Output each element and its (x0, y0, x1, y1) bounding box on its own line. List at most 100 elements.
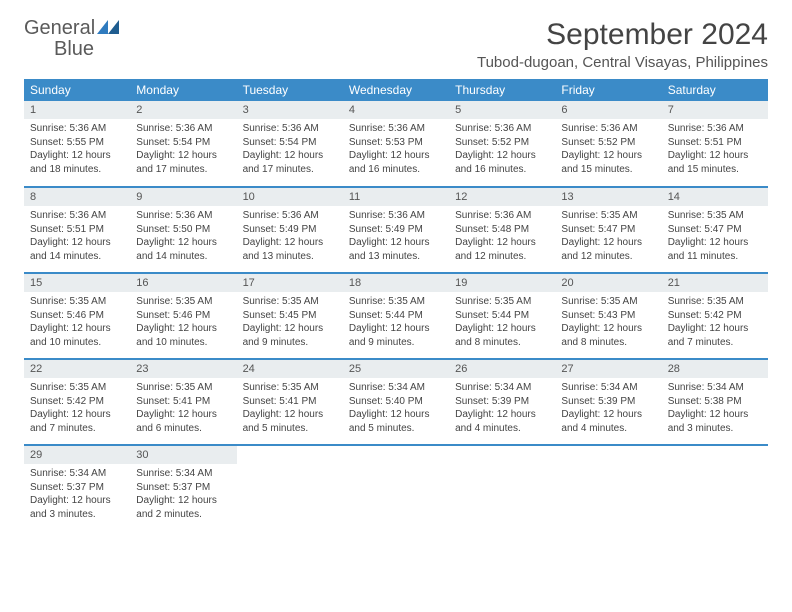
day-number: 13 (555, 188, 661, 206)
day-header: Saturday (662, 79, 768, 101)
day-number: 24 (237, 360, 343, 378)
sunrise-line: Sunrise: 5:35 AM (455, 295, 549, 309)
sunset-line: Sunset: 5:51 PM (668, 136, 762, 150)
day-body: Sunrise: 5:35 AMSunset: 5:46 PMDaylight:… (130, 292, 236, 355)
daylight-line: Daylight: 12 hours and 5 minutes. (349, 408, 443, 435)
calendar-cell: 20Sunrise: 5:35 AMSunset: 5:43 PMDayligh… (555, 273, 661, 359)
sunset-line: Sunset: 5:53 PM (349, 136, 443, 150)
day-header: Friday (555, 79, 661, 101)
day-body: Sunrise: 5:36 AMSunset: 5:52 PMDaylight:… (555, 119, 661, 182)
day-body: Sunrise: 5:35 AMSunset: 5:42 PMDaylight:… (24, 378, 130, 441)
sunset-line: Sunset: 5:49 PM (349, 223, 443, 237)
sunrise-line: Sunrise: 5:36 AM (136, 122, 230, 136)
day-body: Sunrise: 5:36 AMSunset: 5:53 PMDaylight:… (343, 119, 449, 182)
calendar-head: SundayMondayTuesdayWednesdayThursdayFrid… (24, 79, 768, 101)
daylight-line: Daylight: 12 hours and 18 minutes. (30, 149, 124, 176)
day-number: 7 (662, 101, 768, 119)
day-body: Sunrise: 5:36 AMSunset: 5:54 PMDaylight:… (237, 119, 343, 182)
sunrise-line: Sunrise: 5:34 AM (30, 467, 124, 481)
sunrise-line: Sunrise: 5:34 AM (668, 381, 762, 395)
sunset-line: Sunset: 5:37 PM (30, 481, 124, 495)
brand-logo: General Blue (24, 18, 119, 60)
day-body: Sunrise: 5:36 AMSunset: 5:55 PMDaylight:… (24, 119, 130, 182)
daylight-line: Daylight: 12 hours and 16 minutes. (455, 149, 549, 176)
calendar-cell: 22Sunrise: 5:35 AMSunset: 5:42 PMDayligh… (24, 359, 130, 445)
day-body: Sunrise: 5:35 AMSunset: 5:44 PMDaylight:… (449, 292, 555, 355)
day-number: 25 (343, 360, 449, 378)
sunset-line: Sunset: 5:42 PM (668, 309, 762, 323)
sunrise-line: Sunrise: 5:35 AM (136, 381, 230, 395)
day-body: Sunrise: 5:35 AMSunset: 5:42 PMDaylight:… (662, 292, 768, 355)
sunset-line: Sunset: 5:38 PM (668, 395, 762, 409)
calendar-cell (555, 445, 661, 531)
day-body: Sunrise: 5:34 AMSunset: 5:38 PMDaylight:… (662, 378, 768, 441)
calendar-cell: 1Sunrise: 5:36 AMSunset: 5:55 PMDaylight… (24, 101, 130, 187)
day-body: Sunrise: 5:36 AMSunset: 5:48 PMDaylight:… (449, 206, 555, 269)
daylight-line: Daylight: 12 hours and 10 minutes. (136, 322, 230, 349)
sunrise-line: Sunrise: 5:35 AM (668, 209, 762, 223)
title-block: September 2024 Tubod-dugoan, Central Vis… (477, 18, 768, 71)
daylight-line: Daylight: 12 hours and 17 minutes. (136, 149, 230, 176)
day-number: 10 (237, 188, 343, 206)
sunrise-line: Sunrise: 5:35 AM (668, 295, 762, 309)
day-body: Sunrise: 5:34 AMSunset: 5:39 PMDaylight:… (555, 378, 661, 441)
day-body: Sunrise: 5:35 AMSunset: 5:43 PMDaylight:… (555, 292, 661, 355)
day-number: 14 (662, 188, 768, 206)
sunset-line: Sunset: 5:39 PM (455, 395, 549, 409)
page-title: September 2024 (477, 18, 768, 52)
sunrise-line: Sunrise: 5:34 AM (136, 467, 230, 481)
calendar-cell: 26Sunrise: 5:34 AMSunset: 5:39 PMDayligh… (449, 359, 555, 445)
daylight-line: Daylight: 12 hours and 3 minutes. (668, 408, 762, 435)
daylight-line: Daylight: 12 hours and 15 minutes. (668, 149, 762, 176)
daylight-line: Daylight: 12 hours and 12 minutes. (561, 236, 655, 263)
calendar-cell: 3Sunrise: 5:36 AMSunset: 5:54 PMDaylight… (237, 101, 343, 187)
daylight-line: Daylight: 12 hours and 9 minutes. (349, 322, 443, 349)
calendar-cell: 12Sunrise: 5:36 AMSunset: 5:48 PMDayligh… (449, 187, 555, 273)
daylight-line: Daylight: 12 hours and 8 minutes. (455, 322, 549, 349)
sunrise-line: Sunrise: 5:36 AM (136, 209, 230, 223)
daylight-line: Daylight: 12 hours and 17 minutes. (243, 149, 337, 176)
calendar-cell: 7 Sunrise: 5:36 AMSunset: 5:51 PMDaylight… (662, 101, 768, 187)
sunset-line: Sunset: 5:39 PM (561, 395, 655, 409)
sunset-line: Sunset: 5:51 PM (30, 223, 124, 237)
sunset-line: Sunset: 5:46 PM (30, 309, 124, 323)
day-number: 12 (449, 188, 555, 206)
sunset-line: Sunset: 5:54 PM (136, 136, 230, 150)
sunrise-line: Sunrise: 5:36 AM (243, 122, 337, 136)
day-body: Sunrise: 5:35 AMSunset: 5:44 PMDaylight:… (343, 292, 449, 355)
daylight-line: Daylight: 12 hours and 9 minutes. (243, 322, 337, 349)
sunset-line: Sunset: 5:47 PM (561, 223, 655, 237)
day-body: Sunrise: 5:36 AMSunset: 5:54 PMDaylight:… (130, 119, 236, 182)
sunrise-line: Sunrise: 5:36 AM (455, 122, 549, 136)
day-number: 19 (449, 274, 555, 292)
day-body: Sunrise: 5:35 AMSunset: 5:41 PMDaylight:… (237, 378, 343, 441)
day-body: Sunrise: 5:36 AMSunset: 5:51 PMDaylight:… (24, 206, 130, 269)
calendar-table: SundayMondayTuesdayWednesdayThursdayFrid… (24, 79, 768, 531)
day-number: 2 (130, 101, 236, 119)
brand-mark-icon (97, 20, 119, 39)
calendar-cell: 2Sunrise: 5:36 AMSunset: 5:54 PMDaylight… (130, 101, 236, 187)
sunset-line: Sunset: 5:46 PM (136, 309, 230, 323)
sunrise-line: Sunrise: 5:36 AM (455, 209, 549, 223)
calendar-cell (662, 445, 768, 531)
brand-name-blue: Blue (24, 38, 94, 60)
daylight-line: Daylight: 12 hours and 16 minutes. (349, 149, 443, 176)
daylight-line: Daylight: 12 hours and 13 minutes. (349, 236, 443, 263)
location-subtitle: Tubod-dugoan, Central Visayas, Philippin… (477, 54, 768, 71)
calendar-cell: 14Sunrise: 5:35 AMSunset: 5:47 PMDayligh… (662, 187, 768, 273)
day-header: Wednesday (343, 79, 449, 101)
daylight-line: Daylight: 12 hours and 4 minutes. (455, 408, 549, 435)
calendar-cell: 18Sunrise: 5:35 AMSunset: 5:44 PMDayligh… (343, 273, 449, 359)
sunrise-line: Sunrise: 5:36 AM (668, 122, 762, 136)
calendar-cell: 16Sunrise: 5:35 AMSunset: 5:46 PMDayligh… (130, 273, 236, 359)
sunset-line: Sunset: 5:40 PM (349, 395, 443, 409)
sunrise-line: Sunrise: 5:34 AM (561, 381, 655, 395)
day-number: 21 (662, 274, 768, 292)
sunrise-line: Sunrise: 5:36 AM (349, 122, 443, 136)
day-body: Sunrise: 5:35 AMSunset: 5:46 PMDaylight:… (24, 292, 130, 355)
calendar-cell: 6Sunrise: 5:36 AMSunset: 5:52 PMDaylight… (555, 101, 661, 187)
calendar-cell (449, 445, 555, 531)
sunrise-line: Sunrise: 5:35 AM (243, 381, 337, 395)
day-number: 27 (555, 360, 661, 378)
sunset-line: Sunset: 5:50 PM (136, 223, 230, 237)
